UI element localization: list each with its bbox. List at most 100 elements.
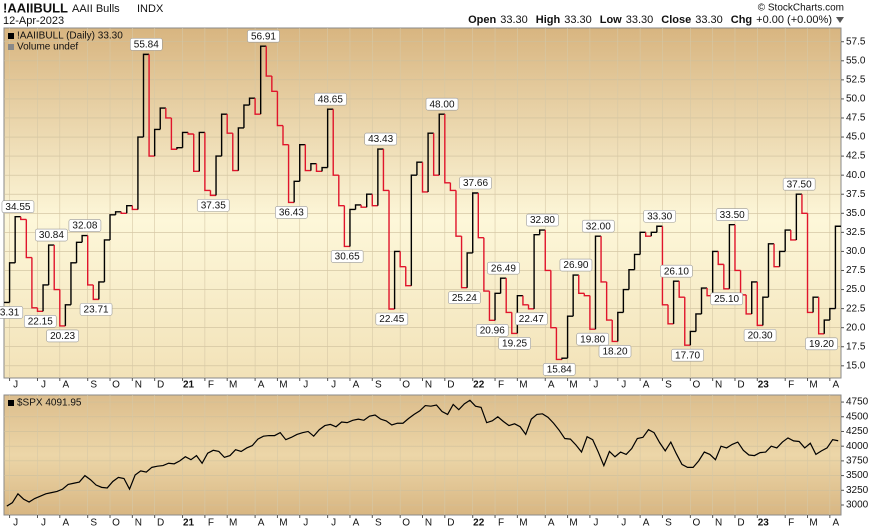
step-segment: [114, 211, 122, 215]
step-segment: [92, 284, 99, 301]
step-segment: [751, 281, 758, 314]
x-tick-label: S: [90, 380, 97, 391]
label-box: [542, 363, 576, 376]
label-box: [196, 199, 230, 212]
x-tick-label: D: [447, 518, 454, 529]
value-label: 37.66: [463, 178, 488, 189]
legend-swatch: [8, 33, 14, 39]
step-segment: [566, 315, 574, 359]
step-segment: [455, 190, 462, 237]
step-segment: [605, 281, 613, 321]
label-box: [129, 38, 163, 51]
x-tick-label: N: [135, 380, 142, 391]
step-segment: [639, 231, 646, 255]
x-tick-label: M: [569, 518, 577, 529]
step-segment: [254, 98, 261, 115]
value-label: 37.35: [201, 201, 226, 212]
x-tick-label: A: [353, 518, 360, 529]
step-segment: [427, 132, 434, 192]
x-tick-label: A: [643, 380, 650, 391]
date: 12-Apr-2023: [3, 15, 64, 27]
quote: Open 33.30 High 33.30 Low 33.30 Close 33.30 Chg +…: [468, 14, 832, 26]
step-segment: [349, 208, 356, 247]
step-segment: [293, 180, 300, 203]
step-segment: [315, 163, 323, 173]
value-label: 30.65: [335, 252, 360, 263]
quote-value: 33.30: [695, 14, 723, 26]
step-segment: [432, 133, 440, 176]
label-box: [46, 329, 79, 343]
step-segment: [198, 131, 205, 172]
step-segment: [745, 294, 752, 315]
x-tick-label: J: [303, 380, 308, 391]
x-tick-label: J: [41, 518, 46, 529]
value-label: 32.08: [72, 221, 97, 232]
x-tick-label: F: [788, 518, 794, 529]
step-segment: [388, 190, 395, 310]
step-segment: [477, 193, 484, 239]
step-segment: [53, 245, 60, 291]
step-segment: [795, 193, 802, 240]
quote-label: High: [536, 14, 561, 26]
step-segment: [784, 229, 791, 252]
y-tick-label: 4000: [846, 441, 869, 452]
step-segment: [678, 281, 685, 298]
volume-icon: [8, 44, 14, 50]
x-tick-label: 21: [183, 518, 195, 529]
step-segment: [806, 213, 814, 314]
x-tick-label: M: [279, 518, 287, 529]
quote-value: 33.30: [564, 14, 592, 26]
step-segment: [366, 193, 373, 208]
x-tick-label: M: [229, 518, 237, 529]
y-tick-label: 27.5: [846, 265, 866, 276]
step-segment: [8, 262, 16, 303]
x-tick-label: S: [90, 518, 97, 529]
label-box: [79, 303, 113, 316]
step-segment: [338, 175, 345, 207]
x-tick-label: J: [41, 380, 46, 391]
step-segment: [421, 162, 429, 193]
symbol: !AAIIBULL: [3, 0, 68, 15]
quote-label: Open: [468, 14, 496, 26]
step-segment: [633, 253, 641, 270]
volume-note: Volume undef: [17, 42, 78, 53]
x-tick-label: J: [13, 380, 18, 391]
step-segment: [460, 236, 468, 289]
step-segment: [126, 204, 133, 214]
step-segment: [87, 235, 94, 286]
label-box: [475, 324, 509, 337]
x-tick-label: S: [375, 380, 382, 391]
step-segment: [717, 251, 724, 266]
dropdown-icon[interactable]: [836, 17, 844, 23]
label-box: [425, 97, 459, 111]
x-tick-label: M: [809, 380, 817, 391]
value-label: 20.23: [50, 331, 75, 342]
label-box: [330, 250, 364, 263]
y-tick-label: 22.5: [846, 303, 866, 314]
step-segment: [438, 113, 445, 176]
label-box: [23, 314, 57, 328]
y-tick-label: 20.0: [846, 322, 866, 333]
step-segment: [538, 229, 546, 235]
x-tick-label: 22: [473, 518, 485, 529]
step-segment: [382, 149, 390, 192]
step-segment: [583, 293, 590, 297]
x-tick-label: A: [833, 518, 840, 529]
value-label: 26.49: [491, 263, 516, 274]
label-box: [35, 228, 68, 242]
x-tick-label: J: [331, 380, 336, 391]
step-segment: [416, 161, 423, 176]
line: [6, 399, 839, 507]
quote-label: Close: [661, 14, 691, 26]
value-label: 15.84: [547, 365, 572, 376]
x-tick-label: N: [135, 518, 142, 529]
y-tick-label: 37.5: [846, 189, 866, 200]
label-box: [247, 29, 280, 43]
label-box: [314, 92, 347, 106]
value-label: 32.80: [530, 215, 555, 226]
step-segment: [81, 234, 88, 243]
step-segment: [444, 114, 451, 184]
step-segment: [75, 241, 83, 263]
x-tick-label: J: [303, 518, 308, 529]
y-tick-label: 57.5: [846, 36, 866, 47]
